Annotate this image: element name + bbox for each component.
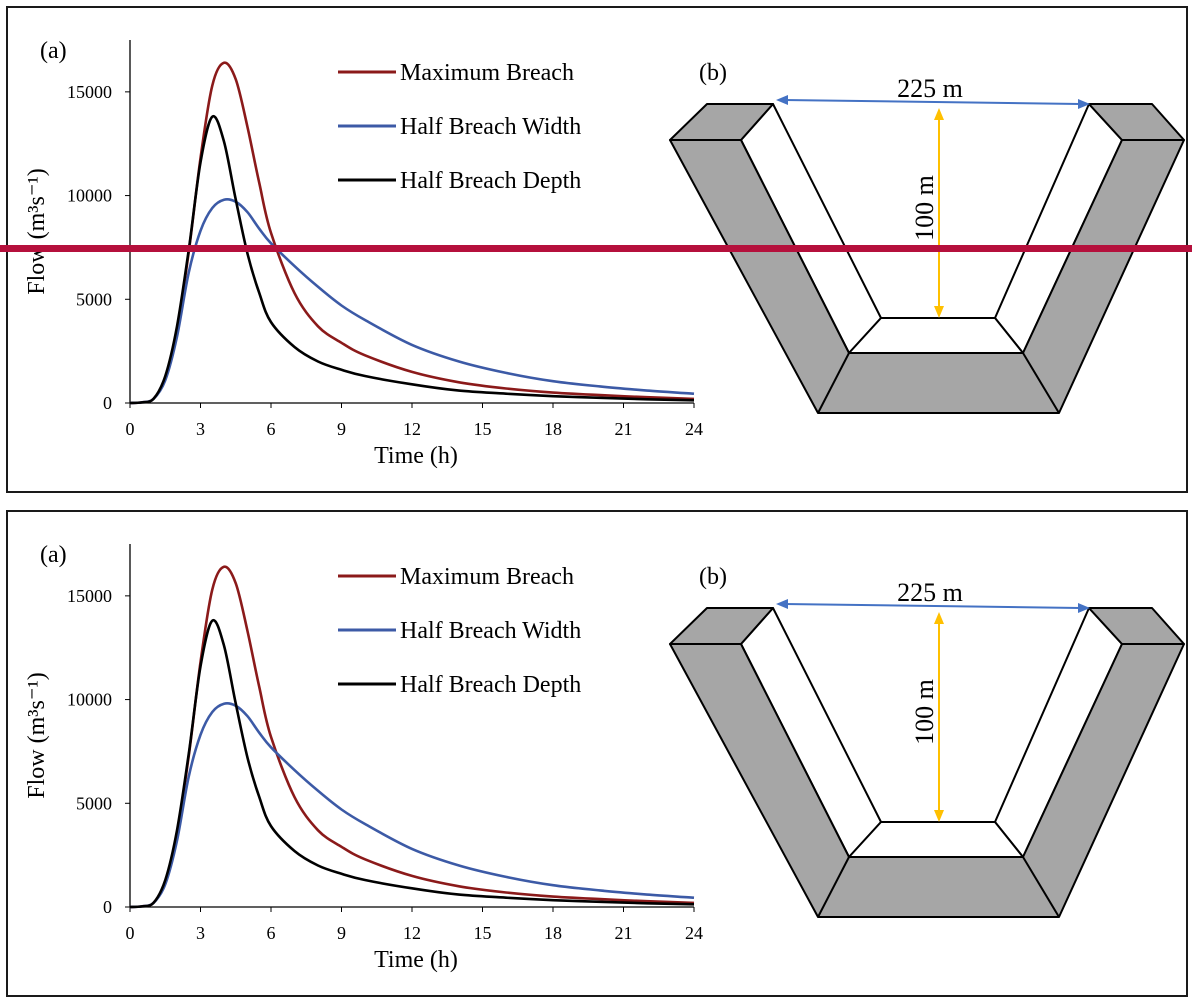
dam-top-left-face [669,607,774,645]
x-tick-label: 12 [403,923,421,943]
dam-edge-right [1022,856,1060,918]
dam-top-left-face [669,103,774,141]
x-tick-label: 9 [337,923,346,943]
x-tick-label: 24 [685,923,703,943]
dam-edge-left [817,856,850,918]
legend-label: Half Breach Depth [400,672,581,698]
depth-arrowhead-bottom [934,306,944,318]
panel-label-b: (b) [699,60,727,86]
y-tick-label: 10000 [67,186,112,206]
y-tick-label: 15000 [67,586,112,606]
x-tick-label: 0 [126,419,135,439]
width-arrowhead-left [776,95,788,105]
legend-label: Half Breach Width [400,618,581,644]
y-tick-label: 0 [103,897,112,917]
dam-edge-right [1022,352,1060,414]
breach-inner-floor [848,317,1024,354]
x-tick-label: 15 [474,923,492,943]
x-tick-label: 21 [615,923,633,943]
y-tick-label: 5000 [76,793,112,813]
series-line-half-depth [129,618,695,909]
depth-arrowhead-top [934,612,944,624]
width-dimension-line [783,603,1081,609]
x-tick-label: 3 [196,419,205,439]
width-dimension-label: 225 m [897,74,963,103]
breach-inner-floor [848,821,1024,858]
x-axis-title: Time (h) [374,947,458,973]
legend-label: Maximum Breach [400,60,574,86]
width-dimension-line [783,99,1081,105]
panel-label-a: (a) [40,38,67,64]
y-tick-label: 10000 [67,690,112,710]
figure-bottom: (a) 0 3 6 9 12 15 18 21 24 0 5000 10000 15000 Time (h)… [24,542,1185,973]
x-tick-label: 24 [685,419,703,439]
x-tick-label: 18 [544,419,562,439]
y-tick-label: 15000 [67,82,112,102]
depth-dimension-label: 100 m [910,679,939,745]
depth-arrowhead-bottom [934,810,944,822]
x-tick-label: 6 [267,419,276,439]
dam-breach-diagram [669,103,1185,414]
x-tick-label: 9 [337,419,346,439]
x-tick-label: 21 [615,419,633,439]
panel-label-a: (a) [40,542,67,568]
width-arrowhead-left [776,599,788,609]
width-arrowhead-right [1078,603,1090,613]
x-tick-label: 3 [196,923,205,943]
dam-top-right-face [1088,607,1185,645]
series-line-half-depth [129,114,695,405]
x-tick-label: 15 [474,419,492,439]
panel-label-b: (b) [699,564,727,590]
depth-arrowhead-top [934,108,944,120]
legend-label: Half Breach Width [400,114,581,140]
x-tick-label: 6 [267,923,276,943]
depth-dimension-label: 100 m [910,175,939,241]
x-tick-label: 18 [544,923,562,943]
dam-breach-diagram [669,607,1185,918]
x-axis-title: Time (h) [374,443,458,469]
dam-top-right-face [1088,103,1185,141]
figure-top: (a) 0 3 6 9 12 15 18 21 24 0 5000 10000 15000 Time (h)… [24,38,1185,469]
horizontal-highlight-line [0,245,1192,252]
y-axis-title: Flow (m³s⁻¹) [24,168,50,294]
width-arrowhead-right [1078,99,1090,109]
legend-label: Half Breach Depth [400,168,581,194]
dam-edge-left [817,352,850,414]
y-tick-label: 5000 [76,289,112,309]
y-tick-label: 0 [103,393,112,413]
legend-label: Maximum Breach [400,564,574,590]
width-dimension-label: 225 m [897,578,963,607]
x-tick-label: 0 [126,923,135,943]
x-tick-label: 12 [403,419,421,439]
series-line-half-width [129,702,695,909]
series-line-half-width [129,198,695,405]
y-axis-title: Flow (m³s⁻¹) [24,672,50,798]
